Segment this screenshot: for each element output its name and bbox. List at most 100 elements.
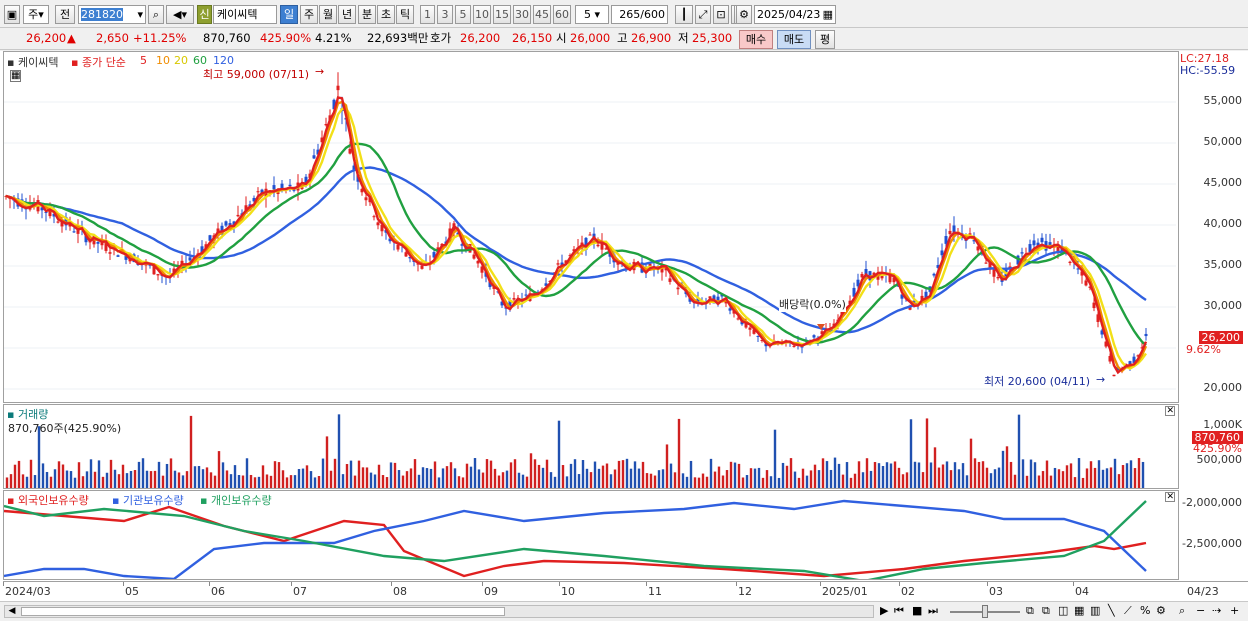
candle-body — [104, 242, 108, 251]
volume-bar — [901, 474, 905, 488]
volume-bar — [605, 463, 609, 488]
ma-legend: ▪ 종가 단순 — [71, 56, 126, 69]
crosshair-icon[interactable]: ⤢ — [695, 5, 711, 24]
interval-button[interactable]: 60 — [553, 5, 571, 24]
volume-bar — [393, 462, 397, 488]
draw-line-icon[interactable]: ╲ — [1108, 604, 1115, 617]
period-tab[interactable]: 주 — [300, 5, 318, 24]
prev-button[interactable]: 전 — [55, 5, 75, 24]
copy-icon[interactable]: ⧉ — [1042, 604, 1050, 617]
interval-button[interactable]: 5 — [455, 5, 471, 24]
expand-icon[interactable]: ⊡ — [713, 5, 729, 24]
interval-button[interactable]: 1 — [420, 5, 435, 24]
interval-input[interactable]: 5 ▾ — [575, 5, 609, 24]
volume-bar — [397, 470, 401, 488]
scroll-right-icon[interactable]: ▶ — [880, 604, 889, 617]
candle-body — [60, 221, 64, 227]
volume-bar — [1077, 458, 1081, 488]
volume-bar — [5, 477, 9, 488]
period-tab[interactable]: 분 — [358, 5, 376, 24]
holdings-line — [4, 505, 1147, 578]
grid-icon[interactable]: ▦ — [1074, 604, 1085, 617]
zoom-in-icon[interactable]: + — [1230, 604, 1240, 617]
x-axis-tick — [391, 582, 392, 586]
zoom-search-icon[interactable]: ⌕ — [1179, 604, 1186, 617]
horizontal-scrollbar[interactable]: ◀ — [4, 605, 874, 618]
volume-bar — [61, 464, 65, 488]
candle-body — [720, 294, 724, 297]
volume-bar — [801, 468, 805, 488]
window-icon[interactable]: ▣ — [4, 5, 20, 24]
period-tab[interactable]: 틱 — [396, 5, 414, 24]
date-input[interactable]: 2025/04/23 ▦ — [754, 5, 836, 24]
volume-bar — [597, 468, 601, 488]
candle-body — [900, 294, 904, 299]
grid-toggle-icon[interactable]: ▦ — [10, 70, 22, 82]
stock-code-input[interactable]: 281820 ▾ — [78, 5, 146, 24]
period-tab[interactable]: 년 — [338, 5, 356, 24]
settings-icon[interactable]: ⚙ — [1156, 604, 1166, 617]
candle-body — [1084, 280, 1088, 286]
volume-bar — [1021, 459, 1025, 488]
interval-button[interactable]: 30 — [513, 5, 531, 24]
volume-bar — [353, 475, 357, 488]
layout-icon[interactable]: ⧉ — [1026, 604, 1034, 617]
volume-bar — [329, 470, 333, 488]
candle-body — [8, 198, 12, 200]
volume-bar — [189, 415, 193, 488]
open-label: 시 — [556, 31, 567, 45]
volume-bar — [333, 458, 337, 488]
holdings-panel[interactable]: ▪ 외국인보유수량 ▪ 기관보유수량 ▪ 개인보유수량 ✕ — [3, 490, 1179, 580]
candle-body — [920, 295, 924, 302]
avg-button[interactable]: 평 — [815, 30, 835, 49]
period-tab[interactable]: 일 — [280, 5, 298, 24]
fast-forward-icon[interactable]: ⏭ — [928, 604, 938, 617]
volume-bar — [213, 475, 217, 488]
volume-bar — [277, 462, 281, 488]
interval-button[interactable]: 10 — [473, 5, 491, 24]
volume-panel[interactable]: ▪ 거래량 870,760주(425.90%) ✕ — [3, 404, 1179, 489]
candle-body — [1096, 314, 1100, 322]
scroll-left-icon[interactable]: ◀ — [8, 606, 16, 616]
candle-body — [220, 225, 224, 235]
close-icon[interactable]: ✕ — [1165, 492, 1175, 502]
interval-button[interactable]: 3 — [437, 5, 453, 24]
volume-bar — [117, 474, 121, 488]
market-type-select[interactable]: 주▾ — [23, 5, 49, 24]
speaker-icon[interactable]: ◀▾ — [166, 5, 194, 24]
candle-body — [56, 221, 60, 223]
volume-bar — [565, 476, 569, 488]
volume-bar — [981, 461, 985, 488]
rewind-icon[interactable]: ⏮ — [894, 604, 904, 617]
volume-bar — [829, 469, 833, 488]
close-icon[interactable]: ✕ — [1165, 406, 1175, 416]
zoom-slider-handle[interactable] — [982, 605, 988, 618]
percent-icon[interactable]: % — [1140, 604, 1151, 617]
interval-button[interactable]: 45 — [533, 5, 551, 24]
candle-body — [480, 266, 484, 273]
candle-body — [756, 335, 760, 337]
gear-icon[interactable]: ⚙ — [736, 5, 752, 24]
sell-button[interactable]: 매도 — [777, 30, 811, 49]
period-tab[interactable]: 초 — [377, 5, 395, 24]
period-tab[interactable]: 월 — [319, 5, 337, 24]
count-field[interactable]: 265/600 — [611, 5, 668, 24]
window-tile-icon[interactable]: ◫ — [1058, 604, 1069, 617]
search-icon[interactable]: ⌕ — [148, 5, 164, 24]
interval-button[interactable]: 15 — [493, 5, 511, 24]
volume-bar — [105, 472, 109, 488]
trend-icon[interactable]: ⟋ — [1124, 604, 1132, 617]
x-axis-tick — [291, 582, 292, 586]
stop-icon[interactable]: ■ — [912, 604, 923, 617]
chart-type-icon[interactable]: ▥ — [1090, 604, 1101, 617]
volume-bar — [641, 461, 645, 488]
candle-body — [968, 233, 972, 235]
candle-type-icon[interactable]: ┃ — [675, 5, 693, 24]
zoom-out-icon[interactable]: − — [1196, 604, 1206, 617]
buy-button[interactable]: 매수 — [739, 30, 773, 49]
volume-bar — [949, 470, 953, 488]
price-panel[interactable]: ▪ 케이씨텍 ▪ 종가 단순 5 10 20 60 120 ▦ 최고 59,00… — [3, 51, 1179, 403]
scroll-thumb[interactable] — [21, 607, 505, 616]
pointer-icon[interactable]: ⇢ — [1212, 604, 1222, 617]
volume-bar — [609, 474, 613, 488]
